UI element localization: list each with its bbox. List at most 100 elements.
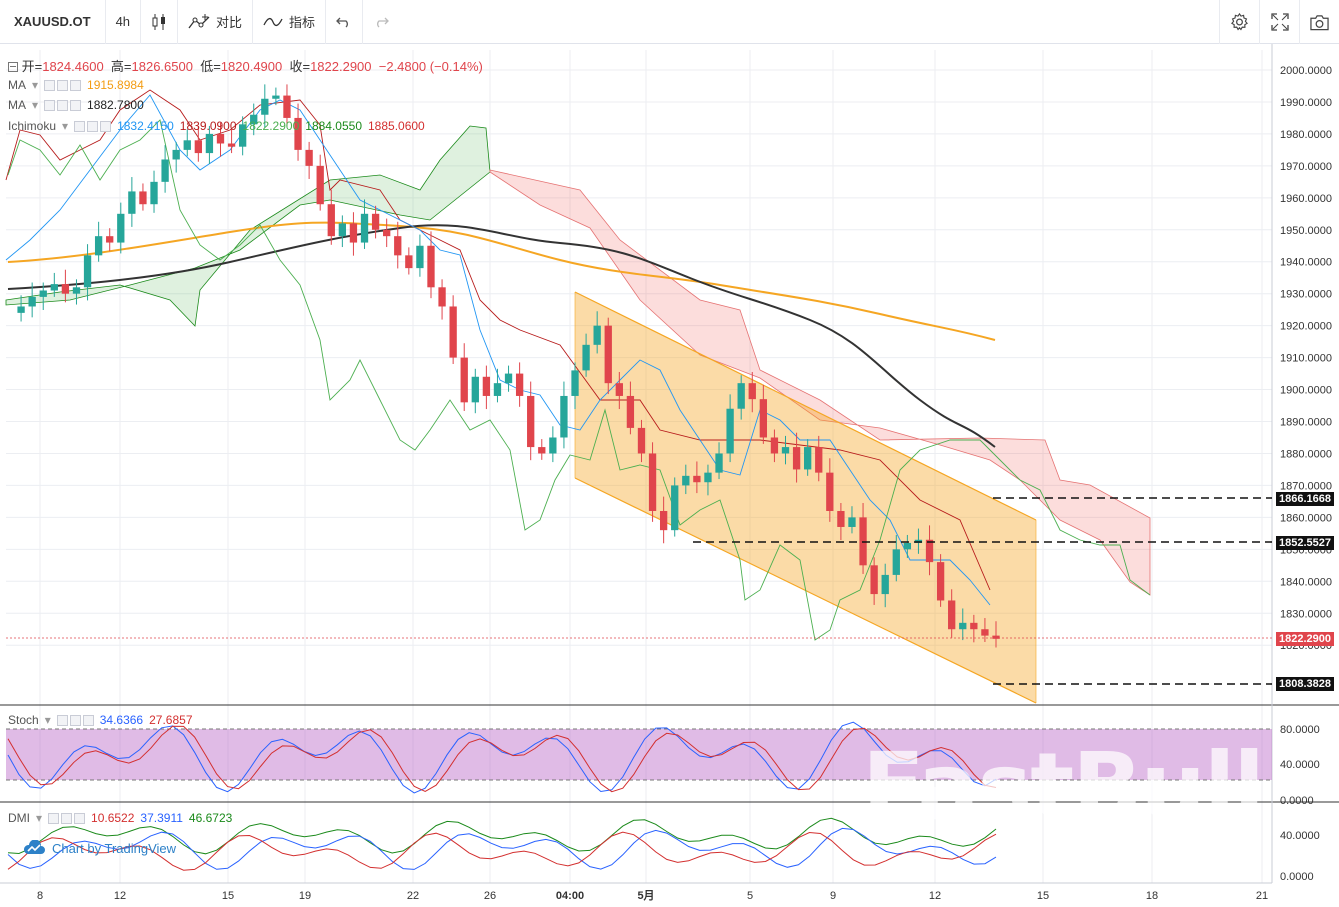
indicators-button[interactable]: 指标 [253, 0, 327, 44]
stoch-legend[interactable]: Stoch ▾ 34.6366 27.6857 [8, 713, 193, 727]
ma1-controls[interactable] [44, 79, 82, 91]
candle-body [117, 213, 125, 243]
candle-body [83, 255, 92, 288]
fullscreen-icon [1270, 13, 1289, 31]
compare-icon [188, 13, 210, 28]
price-axis-label: 1950.0000 [1280, 225, 1332, 237]
candle-body [815, 447, 823, 473]
stoch-axis-label: 40.0000 [1280, 759, 1320, 771]
undo-button[interactable] [326, 0, 364, 44]
ma1-legend[interactable]: MA ▾ 1915.8984 [8, 78, 144, 92]
compare-button[interactable]: 对比 [178, 0, 254, 44]
ichimoku-value-spanA: 1884.0550 [305, 119, 362, 133]
candle-body [538, 447, 546, 454]
collapse-icon[interactable] [8, 62, 18, 72]
candle-body [826, 472, 834, 511]
candle-body [582, 344, 590, 371]
settings-button[interactable] [1219, 0, 1259, 44]
fullscreen-button[interactable] [1259, 0, 1299, 44]
low-label: 低= [200, 59, 221, 74]
candle-body [948, 600, 956, 630]
candle-body [383, 229, 391, 237]
price-axis-label: 1880.0000 [1280, 448, 1332, 460]
candle-body [161, 159, 169, 182]
screenshot-button[interactable] [1299, 0, 1339, 44]
channel-upper-line [574, 291, 1037, 521]
stoch-controls[interactable] [56, 714, 94, 726]
chart-area[interactable]: 2000.0000 1990.0000 1980.0000 1970.0000 1960… [0, 44, 1339, 907]
ma2-legend[interactable]: MA ▾ 1882.7800 [8, 98, 144, 112]
dmi-adx-value: 46.6723 [188, 811, 233, 825]
candle-body [881, 574, 889, 595]
candle-body [770, 437, 779, 454]
redo-icon [377, 17, 389, 27]
chart-canvas[interactable]: 2000.00001990.00001980.00001970.00001960… [0, 44, 1339, 907]
candle-body [449, 306, 457, 358]
tradingview-label: Chart by TradingView [52, 840, 177, 856]
candle-body [294, 117, 302, 150]
ichimoku-value-spanB: 1885.0600 [368, 119, 425, 133]
candle-body [360, 213, 369, 243]
chart-style-button[interactable] [141, 0, 179, 44]
compare-label: 对比 [216, 15, 243, 30]
candle-body [438, 287, 446, 307]
stoch-band [6, 729, 1272, 780]
price-axis-label: 1970.0000 [1280, 161, 1332, 173]
ma2-controls[interactable] [44, 99, 82, 111]
dmi-legend[interactable]: DMI ▾ 10.6522 37.3911 46.6723 [8, 811, 233, 825]
candle-body [682, 475, 690, 486]
time-axis-label: 12 [114, 890, 126, 902]
time-axis-label: 15 [1037, 890, 1049, 902]
candle-body [227, 143, 236, 147]
candle-body [837, 510, 845, 527]
candle-body [626, 395, 635, 428]
ichimoku-controls[interactable] [74, 120, 112, 132]
dmi-controls[interactable] [48, 812, 86, 824]
price-axis-label: 2000.0000 [1280, 65, 1332, 77]
time-axis-label: 21 [1256, 890, 1268, 902]
ichimoku-name: Ichimoku [8, 119, 57, 133]
symbol-button[interactable]: XAUUSD.OT [0, 0, 106, 44]
stoch-k-value: 34.6366 [99, 713, 144, 727]
candle-body [615, 383, 623, 396]
candle-body [637, 427, 646, 454]
ma1-value: 1915.8984 [87, 78, 144, 92]
time-axis-label: 5月 [637, 889, 654, 902]
candle-body [693, 475, 701, 483]
price-axis-label: 1840.0000 [1280, 576, 1332, 588]
candle-body [870, 565, 878, 595]
candle-body [482, 376, 491, 396]
ichimoku-value-lagging: 1822.2900 [242, 119, 300, 133]
open-label: 开= [21, 59, 43, 74]
tradingview-link[interactable]: Chart by TradingView [22, 840, 176, 856]
symbol-label: XAUUSD.OT [14, 14, 91, 29]
price-axis-label: 1860.0000 [1280, 512, 1332, 524]
indicators-icon [263, 17, 283, 26]
redo-button[interactable] [363, 0, 399, 44]
price-axis-label: 1900.0000 [1280, 385, 1332, 397]
stoch-d-line [7, 725, 997, 793]
candle-body [338, 223, 347, 237]
top-toolbar: XAUUSD.OT 4h 对比 指标 [0, 0, 1339, 44]
time-axis-label: 26 [484, 890, 496, 902]
candle-body [28, 296, 36, 307]
time-axis-label: 5 [747, 890, 753, 902]
candle-body [604, 325, 612, 384]
candle-body [216, 133, 225, 144]
candle-body [504, 373, 513, 384]
time-axis-label: 12 [929, 890, 941, 902]
candle-body [936, 562, 945, 601]
dmi-adx-line [7, 817, 997, 855]
interval-button[interactable]: 4h [106, 0, 142, 44]
candle-body [981, 629, 989, 636]
ohlc-legend: 开=1824.4600 高=1826.6500 低=1820.4900 收=18… [8, 56, 483, 75]
candle-body [648, 453, 657, 511]
ma-long-line [7, 221, 996, 341]
stoch-name: Stoch [8, 713, 39, 727]
candle-body [17, 306, 25, 313]
candle-body [792, 447, 801, 470]
price-axis-label: 1830.0000 [1280, 608, 1332, 620]
ichimoku-legend[interactable]: Ichimoku ▾ 1832.4150 1839.0900 1822.2900 … [8, 119, 425, 133]
candle-body [571, 370, 579, 396]
cloud-icon [23, 840, 45, 854]
